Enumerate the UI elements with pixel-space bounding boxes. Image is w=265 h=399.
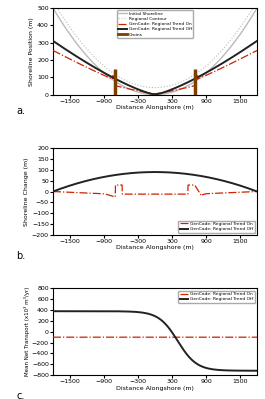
X-axis label: Distance Alongshore (m): Distance Alongshore (m) [116,105,194,110]
X-axis label: Distance Alongshore (m): Distance Alongshore (m) [116,385,194,391]
Legend: Initial Shoreline, Regional Contour, GenCade: Regional Trend On, GenCade: Region: Initial Shoreline, Regional Contour, Gen… [117,10,193,38]
Text: a.: a. [16,106,25,116]
X-axis label: Distance Alongshore (m): Distance Alongshore (m) [116,245,194,250]
Y-axis label: Shoreline Position (m): Shoreline Position (m) [29,17,34,86]
Text: c.: c. [16,391,25,399]
Text: b.: b. [16,251,25,261]
Legend: GenCade: Regional Trend On, GenCade: Regional Trend Off: GenCade: Regional Trend On, GenCade: Reg… [178,221,255,233]
Y-axis label: Shoreline Change (m): Shoreline Change (m) [24,157,29,226]
Legend: GenCade: Regional Trend On, GenCade: Regional Trend Off: GenCade: Regional Trend On, GenCade: Reg… [178,291,255,303]
Y-axis label: Mean Net Transport (x10³ m³/yr): Mean Net Transport (x10³ m³/yr) [24,287,30,377]
